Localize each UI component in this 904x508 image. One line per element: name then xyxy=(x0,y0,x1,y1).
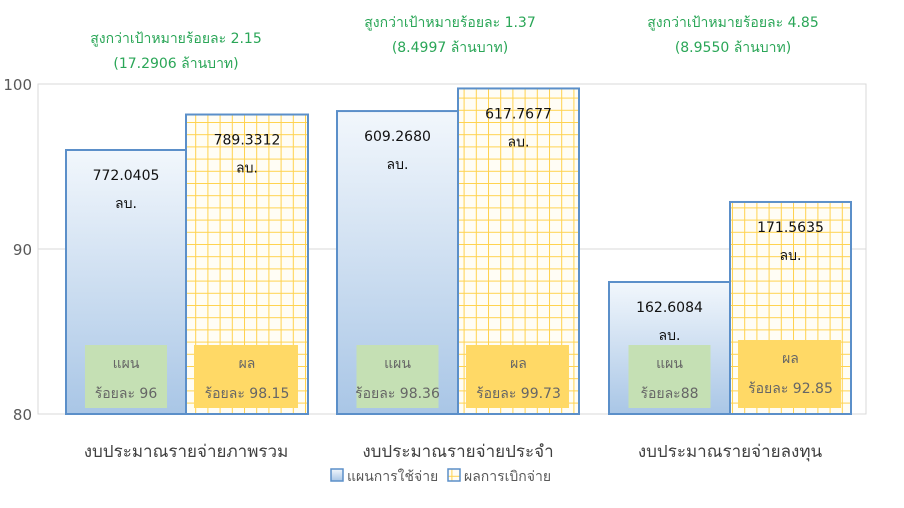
value-unit-label: ลบ. xyxy=(387,157,409,173)
actual-percent-box xyxy=(466,345,569,408)
value-label: 789.3312 xyxy=(214,133,281,149)
annotation-percent: สูงกว่าเป้าหมายร้อยละ 4.85 xyxy=(647,15,819,31)
legend-plan-swatch xyxy=(330,468,344,482)
plan-box-percent: ร้อยละ 98.36 xyxy=(355,386,440,402)
value-label: 772.0405 xyxy=(93,168,160,184)
x-category-label: งบประมาณรายจ่ายลงทุน xyxy=(638,442,823,462)
value-unit-label: ลบ. xyxy=(659,328,681,344)
y-tick-label: 100 xyxy=(3,76,32,94)
annotation-percent: สูงกว่าเป้าหมายร้อยละ 1.37 xyxy=(364,15,536,31)
actual-box-title: ผล xyxy=(239,356,256,372)
plan-box-title: แผน xyxy=(384,356,411,372)
annotation-percent: สูงกว่าเป้าหมายร้อยละ 2.15 xyxy=(90,31,262,47)
actual-box-percent: ร้อยละ 92.85 xyxy=(748,381,833,397)
plan-percent-box xyxy=(628,345,711,408)
plan-box-percent: ร้อยละ 96 xyxy=(95,386,158,402)
actual-box-title: ผล xyxy=(782,351,799,367)
x-category-label: งบประมาณรายจ่ายประจำ xyxy=(362,442,553,462)
value-unit-label: ลบ. xyxy=(115,196,137,212)
value-label: 617.7677 xyxy=(485,106,552,122)
actual-box-percent: ร้อยละ 99.73 xyxy=(476,386,561,402)
legend-actual-label: ผลการเบิกจ่าย xyxy=(464,469,551,485)
value-unit-label: ลบ. xyxy=(236,161,258,177)
actual-percent-box xyxy=(738,340,841,408)
value-unit-label: ลบ. xyxy=(508,134,530,150)
y-tick-label: 90 xyxy=(13,241,32,259)
annotation-amount: (8.9550 ล้านบาท) xyxy=(675,40,791,56)
y-tick-label: 80 xyxy=(13,406,32,424)
plan-box-title: แผน xyxy=(656,356,683,372)
value-label: 162.6084 xyxy=(636,300,703,316)
value-label: 171.5635 xyxy=(757,220,824,236)
annotation-amount: (17.2906 ล้านบาท) xyxy=(113,56,238,72)
legend-actual-swatch xyxy=(447,468,461,482)
actual-percent-box xyxy=(194,345,298,408)
x-category-label: งบประมาณรายจ่ายภาพรวม xyxy=(84,442,289,462)
value-label: 609.2680 xyxy=(364,129,431,145)
value-unit-label: ลบ. xyxy=(780,248,802,264)
plan-percent-box xyxy=(356,345,439,408)
plan-box-title: แผน xyxy=(113,356,140,372)
actual-box-title: ผล xyxy=(510,356,527,372)
plan-percent-box xyxy=(85,345,167,408)
legend-plan-label: แผนการใช้จ่าย xyxy=(347,468,438,485)
plan-box-percent: ร้อยละ88 xyxy=(640,386,698,402)
annotation-amount: (8.4997 ล้านบาท) xyxy=(392,40,508,56)
actual-box-percent: ร้อยละ 98.15 xyxy=(205,386,290,402)
